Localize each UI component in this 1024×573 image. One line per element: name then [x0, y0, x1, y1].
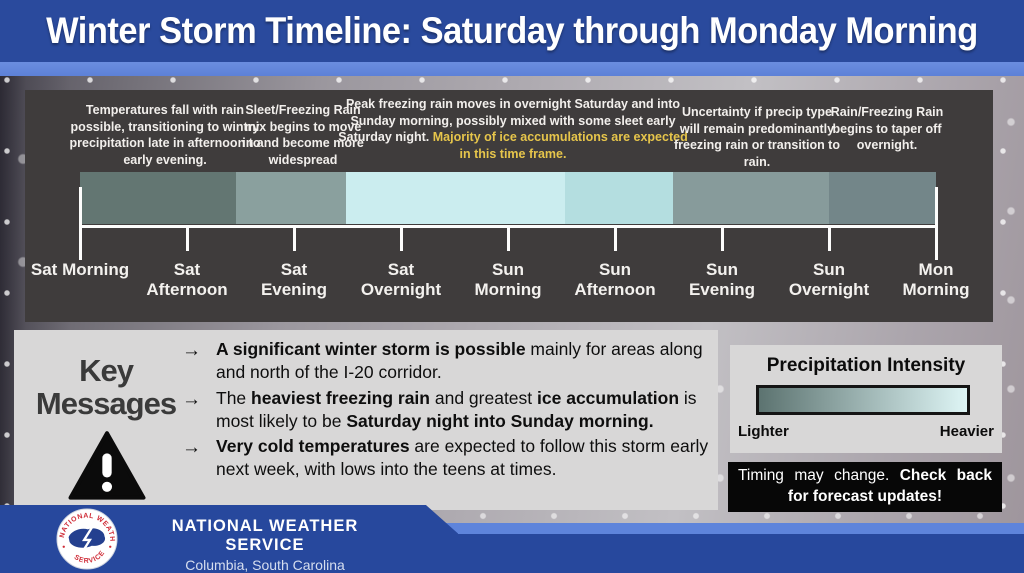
header-banner: Winter Storm Timeline: Saturday through … [0, 0, 1024, 62]
tick-label: Sun Afternoon [574, 260, 656, 300]
text-run-bold: Very cold temperatures [216, 436, 410, 457]
arrow-bullet-icon: → [182, 340, 201, 361]
text-run-bold: heaviest freezing rain [251, 387, 430, 408]
legend-gradient-bar [756, 385, 970, 415]
key-messages-title: Key Messages [35, 353, 177, 422]
warning-triangle-icon [68, 431, 146, 500]
text-run: The [216, 387, 252, 408]
tick-mark [292, 225, 296, 251]
key-message-text: The heaviest freezing rain and greatest … [216, 387, 722, 434]
tick-label: Sun Evening [688, 260, 756, 300]
tick-mark [720, 225, 724, 251]
key-messages-panel: Key Messages → A significant winter stor… [14, 330, 718, 510]
text-run: are expected to follow this storm early … [216, 436, 709, 480]
key-message-item: → Very cold temperatures are expected to… [182, 435, 722, 482]
tick-label: Sat Morning [30, 260, 130, 279]
key-message-item: → The heaviest freezing rain and greates… [182, 387, 722, 434]
annotation-text: Sleet/Freezing Rain mix begins to move i… [242, 103, 364, 167]
tick-label: Sun Overnight [788, 260, 870, 300]
legend-labels: Lighter Heavier [738, 423, 994, 440]
bar-segment [80, 172, 236, 224]
tick-mark [613, 225, 617, 251]
annotation-text: Peak freezing rain moves in overnight Sa… [338, 97, 681, 145]
footer-accent-stripe [0, 523, 1024, 534]
key-message-text: Very cold temperatures are expected to f… [216, 435, 722, 482]
bar-segment [235, 172, 347, 224]
tick-label: Sat Afternoon [146, 260, 228, 300]
bar-segment [828, 172, 936, 224]
annotation-sat-morning: Temperatures fall with rain possible, tr… [69, 102, 261, 169]
tick-label: Sat Overnight [360, 260, 442, 300]
tick-mark [78, 187, 82, 260]
legend-title: Precipitation Intensity [766, 355, 966, 376]
footer-banner: NATIONAL WEATHER SERVICE NATIONAL WEATHE… [0, 505, 458, 573]
text-run-bold: A significant winter storm is possible [216, 339, 526, 359]
text-run-bold: ice accumulation [537, 387, 680, 408]
annotation-sun-uncertainty: Uncertainty if precip type will remain p… [671, 104, 843, 171]
timeline-panel: Temperatures fall with rain possible, tr… [25, 90, 993, 322]
tick-mark [185, 225, 189, 251]
arrow-bullet-icon: → [182, 388, 201, 410]
tick-label: Sun Morning [474, 260, 542, 300]
precipitation-intensity-legend: Precipitation Intensity Lighter Heavier [730, 345, 1002, 453]
nws-logo-icon: NATIONAL WEATHER SERVICE [56, 508, 118, 570]
tick-mark [827, 225, 831, 251]
text-run: and greatest [430, 387, 538, 408]
bar-segment [565, 172, 674, 224]
legend-label-lighter: Lighter [738, 423, 789, 440]
bar-segment [673, 172, 829, 224]
key-messages-list: → A significant winter storm is possible… [182, 338, 722, 484]
annotation-text: Uncertainty if precip type will remain p… [674, 105, 840, 169]
key-message-text: A significant winter storm is possible m… [216, 338, 722, 385]
footer-office-location: Columbia, South Carolina [185, 557, 345, 573]
annotation-text: Temperatures fall with rain possible, tr… [69, 103, 261, 167]
text-run-bold: Check back for forecast updates! [787, 467, 992, 505]
tick-label: Sat Evening [260, 260, 328, 300]
page-title: Winter Storm Timeline: Saturday through … [46, 10, 978, 51]
annotation-highlight: Majority of ice accumulations are expect… [432, 130, 688, 161]
text-run: is most likely to be [216, 387, 697, 431]
timeline-intensity-bar [80, 172, 936, 224]
tick-mark [399, 225, 403, 251]
arrow-bullet-icon: → [182, 437, 201, 459]
tick-label: Mon Morning [902, 260, 970, 300]
annotation-sat-afternoon: Sleet/Freezing Rain mix begins to move i… [238, 102, 368, 169]
key-message-item: → A significant winter storm is possible… [182, 338, 722, 385]
legend-label-heavier: Heavier [939, 423, 994, 440]
annotation-text: Rain/Freezing Rain begins to taper off o… [830, 105, 944, 153]
text-run: mainly for areas along and north of the … [216, 339, 703, 383]
text-run: Timing may change. [738, 467, 900, 484]
footer-org-name: NATIONAL WEATHER SERVICE [171, 517, 359, 554]
text-run-bold: Saturday night into Sunday morning. [346, 410, 654, 431]
annotation-taper-off: Rain/Freezing Rain begins to taper off o… [823, 104, 951, 154]
annotation-peak-freezing-rain: Peak freezing rain moves in overnight Sa… [335, 96, 691, 163]
footer-text-block: NATIONAL WEATHER SERVICE Columbia, South… [134, 517, 396, 573]
bar-segment [346, 172, 566, 224]
tick-mark [506, 225, 510, 251]
forecast-update-notice: Timing may change. Check back for foreca… [728, 462, 1002, 512]
tick-mark [934, 187, 938, 260]
header-accent-stripe [0, 62, 1024, 76]
